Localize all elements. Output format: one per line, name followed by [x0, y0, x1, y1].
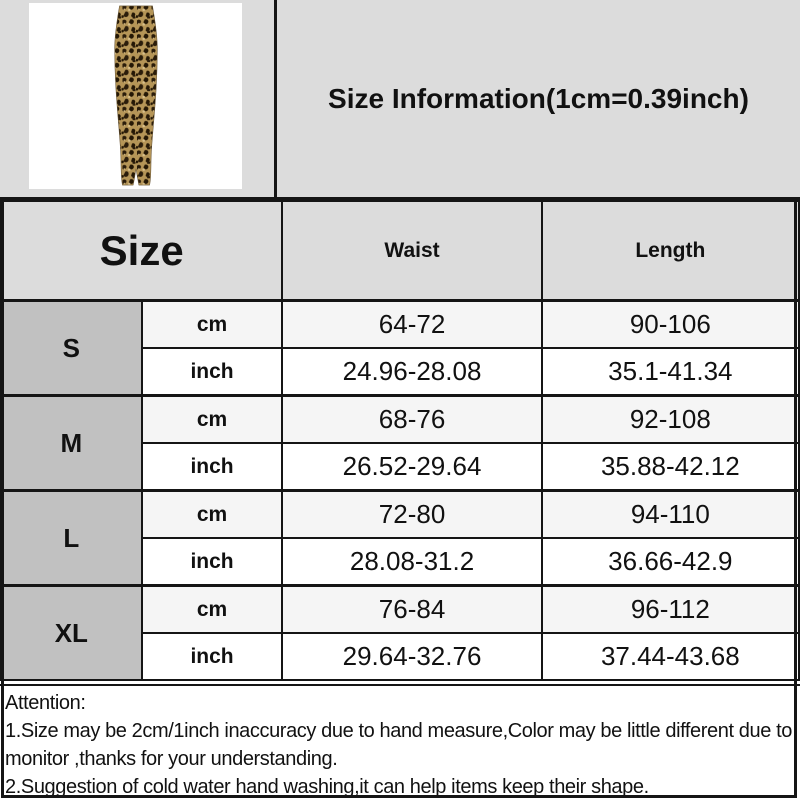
row-s-cm: S cm 64-72 90-106 [0, 299, 800, 397]
length-value: 35.1-41.34 [540, 347, 800, 397]
size-label-xl: XL [0, 584, 143, 681]
table-header-row: Size Waist Length [0, 200, 800, 302]
waist-value: 28.08-31.2 [281, 537, 543, 587]
attention-box: Attention: 1.Size may be 2cm/1inch inacc… [0, 684, 800, 800]
section-gap [0, 681, 800, 684]
row-xl-inch: inch 29.64-32.76 37.44-43.68 [1, 632, 800, 681]
unit-cell: inch [140, 442, 284, 492]
size-table: Size Waist Length S cm 64-72 90-106 inch… [0, 200, 800, 681]
top-band-divider [274, 0, 277, 197]
unit-cell: cm [140, 394, 284, 444]
leopard-skirt-image [113, 5, 158, 186]
length-value: 37.44-43.68 [540, 632, 800, 681]
unit-cell: cm [140, 299, 284, 349]
length-value: 36.66-42.9 [540, 537, 800, 587]
attention-heading: Attention: [5, 692, 86, 714]
waist-value: 29.64-32.76 [281, 632, 543, 681]
unit-cell: cm [140, 584, 284, 634]
size-label-s: S [0, 299, 143, 397]
row-m-inch: inch 26.52-29.64 35.88-42.12 [1, 442, 800, 492]
length-value: 96-112 [540, 584, 800, 634]
length-value: 94-110 [540, 489, 800, 539]
attention-note-2: 2.Suggestion of cold water hand washing,… [5, 776, 649, 798]
top-band: Size Information(1cm=0.39inch) [0, 0, 800, 200]
product-image-box [29, 3, 242, 189]
row-s-inch: inch 24.96-28.08 35.1-41.34 [1, 347, 800, 397]
unit-cell: inch [140, 537, 284, 587]
size-label-l: L [0, 489, 143, 587]
row-m-cm: M cm 68-76 92-108 [0, 394, 800, 492]
unit-cell: inch [140, 632, 284, 681]
row-xl-cm: XL cm 76-84 96-112 [0, 584, 800, 681]
waist-value: 76-84 [281, 584, 543, 634]
unit-cell: cm [140, 489, 284, 539]
waist-value: 68-76 [281, 394, 543, 444]
row-l-inch: inch 28.08-31.2 36.66-42.9 [1, 537, 800, 587]
waist-value: 72-80 [281, 489, 543, 539]
length-value: 35.88-42.12 [540, 442, 800, 492]
waist-value: 24.96-28.08 [281, 347, 543, 397]
length-value: 92-108 [540, 394, 800, 444]
column-header-length: Length [540, 200, 800, 302]
size-label-m: M [0, 394, 143, 492]
column-header-waist: Waist [281, 200, 543, 302]
waist-value: 64-72 [281, 299, 543, 349]
waist-value: 26.52-29.64 [281, 442, 543, 492]
row-l-cm: L cm 72-80 94-110 [0, 489, 800, 587]
length-value: 90-106 [540, 299, 800, 349]
page-title: Size Information(1cm=0.39inch) [328, 82, 749, 114]
unit-cell: inch [140, 347, 284, 397]
attention-note-1: 1.Size may be 2cm/1inch inaccuracy due t… [5, 720, 793, 770]
column-header-size: Size [0, 200, 284, 302]
